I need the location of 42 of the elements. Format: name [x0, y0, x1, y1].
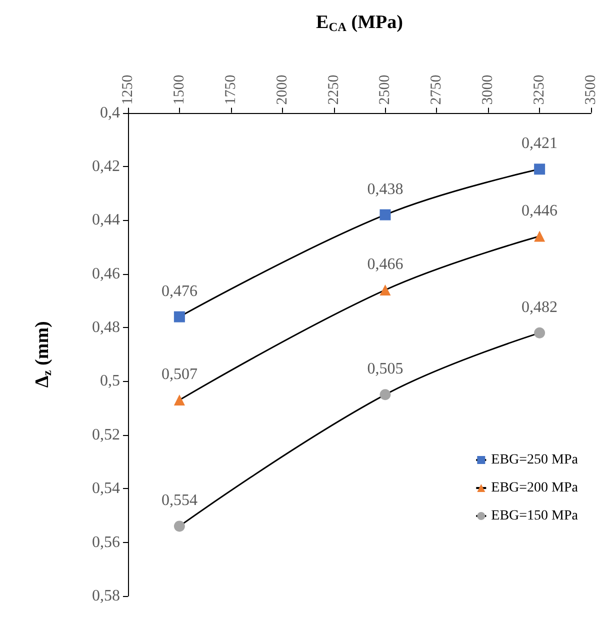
y-tick-label: 0,56 [92, 534, 120, 551]
x-tick-label: 2500 [377, 74, 394, 105]
legend-label: EBG=200 MPa [491, 480, 579, 496]
data-label: 0,438 [367, 180, 404, 198]
point [534, 327, 546, 338]
point [380, 284, 391, 296]
y-tick-label: 0,54 [92, 480, 120, 498]
x-tick-label: 1750 [222, 74, 239, 105]
data-label: 0,466 [367, 256, 404, 273]
x-tick-label: 2750 [428, 74, 445, 105]
legend-label: EBG=250 MPa [491, 452, 579, 468]
y-tick-label: 0,52 [92, 426, 120, 444]
point [380, 209, 391, 220]
x-tick-label: 3250 [532, 74, 548, 105]
x-tick-label: 2250 [326, 74, 342, 105]
data-label: 0,507 [161, 366, 198, 384]
y-tick-label: 0,46 [92, 265, 120, 282]
point [174, 394, 185, 406]
point [534, 230, 546, 242]
x-tick-label: 3500 [583, 74, 599, 105]
x-tick-label: 3000 [480, 74, 496, 105]
point [174, 311, 185, 322]
y-tick-label: 0,5 [100, 372, 120, 390]
y-tick-label: 0,48 [92, 319, 120, 336]
y-tick-label: 0,42 [92, 158, 120, 175]
y-tick-label: 0,44 [92, 212, 120, 229]
point [534, 164, 546, 175]
data-label: 0,476 [161, 282, 198, 300]
x-tick-label: 2000 [274, 74, 290, 105]
point [174, 520, 185, 532]
data-label: 0,554 [161, 492, 198, 510]
data-label: 0,482 [522, 298, 558, 316]
y-tick-label: 0,4 [100, 104, 120, 122]
data-label: 0,505 [367, 360, 404, 378]
y-axis-title: Δz (mm) [32, 321, 54, 388]
x-tick-label: 1500 [171, 74, 188, 105]
point [380, 389, 391, 400]
data-label: 0,421 [522, 135, 558, 152]
legend-label: EBG=150 MPa [491, 508, 579, 524]
y-tick-label: 0,58 [92, 588, 120, 604]
x-tick-label: 1250 [120, 74, 136, 105]
data-label: 0,446 [522, 202, 558, 220]
